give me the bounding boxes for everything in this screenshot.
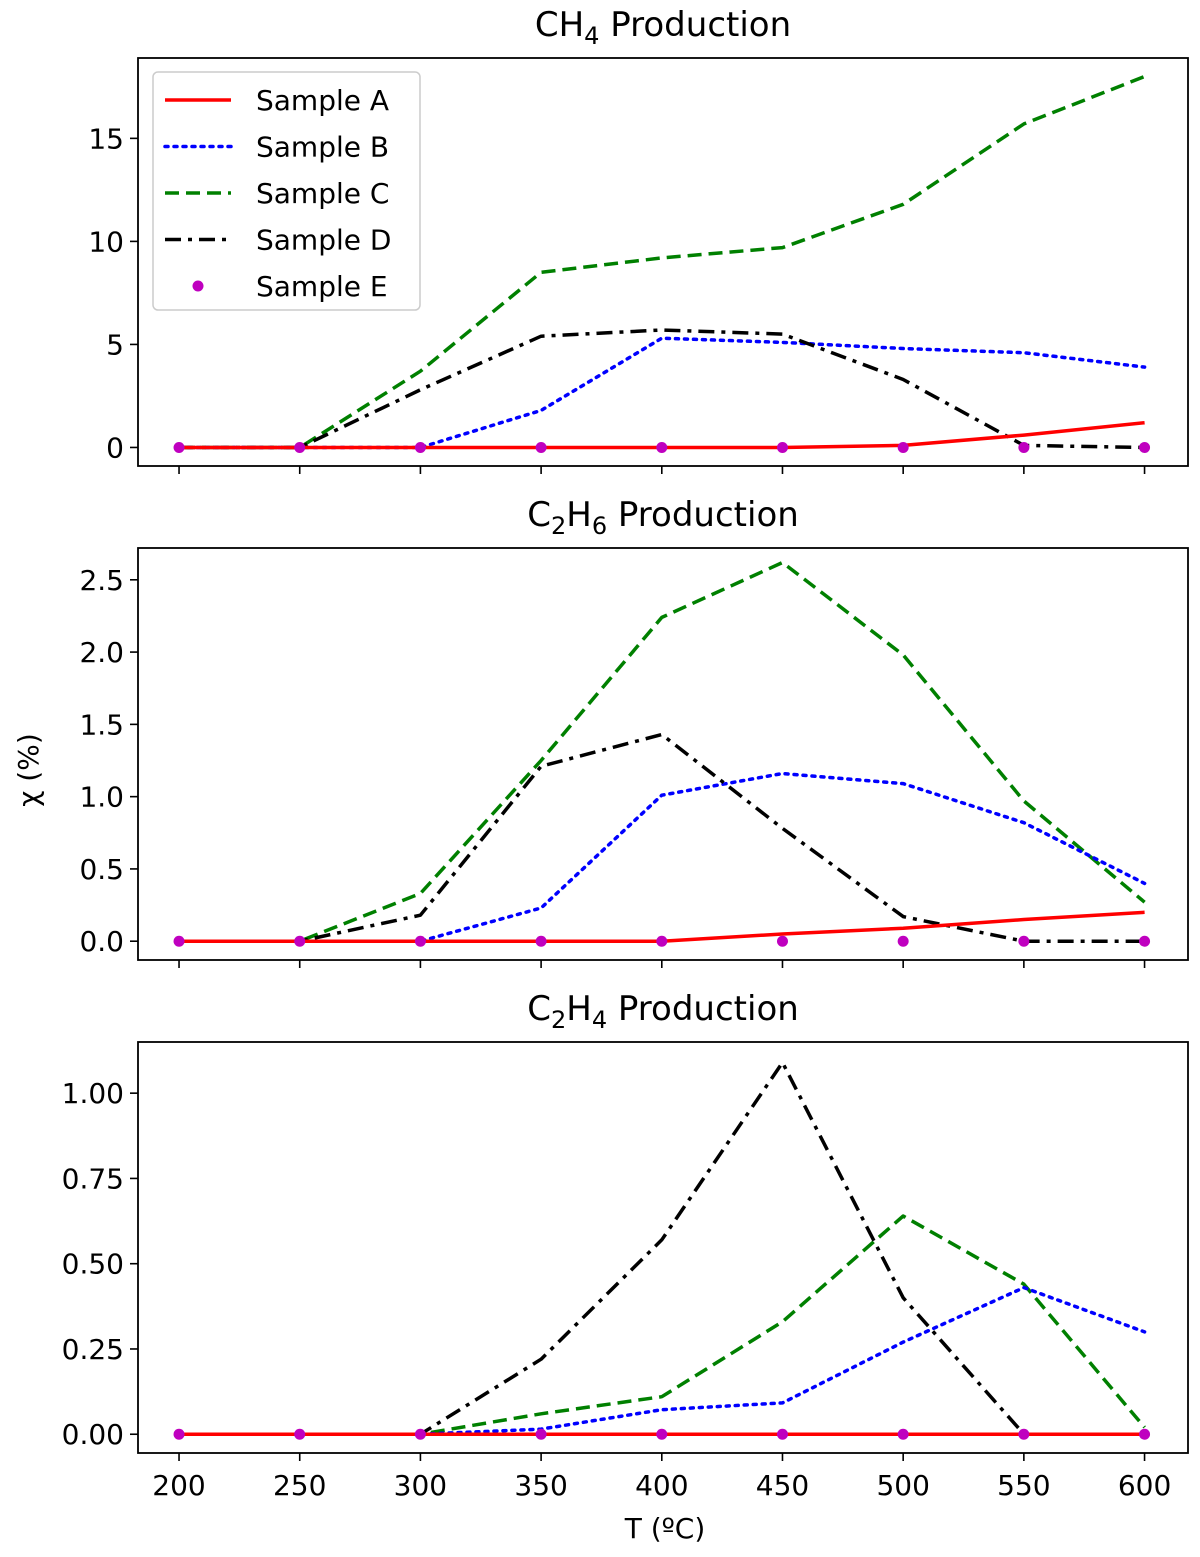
y-axis-label: χ (%) <box>12 733 45 807</box>
panel-title: C2H4 Production <box>527 989 799 1034</box>
series-line-sample-d <box>179 328 1145 450</box>
legend: Sample A Sample B Sample C Sample D Sample E <box>152 71 421 311</box>
y-tick-label: 0.0 <box>79 925 124 958</box>
series-point-sample-e <box>294 441 306 453</box>
series-group <box>173 1060 1151 1440</box>
series-line-sample-c <box>179 74 1146 450</box>
c2h6-production-panel: C2H6 Production 0.0 0.5 1.0 1.5 2.0 2.5 <box>79 495 1189 968</box>
series-point-sample-e <box>656 935 668 947</box>
axes-frame <box>137 57 1189 467</box>
x-tick-label: 300 <box>394 1469 447 1502</box>
legend-label-sample-c: Sample C <box>256 177 389 210</box>
series-line-sample-b <box>177 1285 1147 1436</box>
legend-label-sample-d: Sample D <box>256 224 391 257</box>
c2h4-production-panel: C2H4 Production 0.00 0.25 0.50 0.75 1.00 200 25… <box>62 989 1189 1502</box>
series-point-sample-e <box>897 935 909 947</box>
series-point-sample-e <box>897 441 909 453</box>
axes-frame <box>137 547 1189 961</box>
y-tick-label: 2.0 <box>79 636 124 669</box>
y-tick-label: 0 <box>106 431 124 464</box>
series-point-sample-e <box>173 1428 185 1440</box>
y-tick-label: 0.75 <box>62 1162 124 1195</box>
series-point-sample-e <box>656 1428 668 1440</box>
y-tick-label: 5 <box>106 328 124 361</box>
series-point-sample-e <box>535 1428 547 1440</box>
x-tick-label: 450 <box>756 1469 809 1502</box>
x-axis-label: T (ºC) <box>624 1512 706 1545</box>
y-tick-label: 1.5 <box>79 708 124 741</box>
legend-label-sample-a: Sample A <box>256 84 389 117</box>
x-tick-label: 200 <box>152 1469 205 1502</box>
x-tick-label: 550 <box>997 1469 1050 1502</box>
y-tick-label: 1.00 <box>62 1077 124 1110</box>
y-tick-label: 0.50 <box>62 1248 124 1281</box>
y-tick-label: 15 <box>88 122 124 155</box>
series-point-sample-e <box>776 935 788 947</box>
series-line-sample-b <box>177 771 1147 943</box>
series-line-sample-d <box>179 1060 1145 1436</box>
panel-title: C2H6 Production <box>527 495 799 540</box>
panel-title: CH4 Production <box>535 5 791 50</box>
axes-frame <box>137 1041 1189 1454</box>
series-point-sample-e <box>1139 935 1151 947</box>
series-point-sample-e <box>294 935 306 947</box>
legend-label-sample-e: Sample E <box>256 270 388 303</box>
y-tick-label: 2.5 <box>79 564 124 597</box>
y-tick-label: 1.0 <box>79 781 124 814</box>
x-tick-label: 250 <box>273 1469 326 1502</box>
series-point-sample-e <box>414 1428 426 1440</box>
series-point-sample-e <box>1018 441 1030 453</box>
y-tick-label: 0.25 <box>62 1333 124 1366</box>
series-point-sample-e <box>173 935 185 947</box>
y-tick-label: 0.00 <box>62 1418 124 1451</box>
y-tick-label: 10 <box>88 225 124 258</box>
x-tick-label: 400 <box>635 1469 688 1502</box>
series-group <box>173 560 1151 947</box>
x-tick-label: 600 <box>1118 1469 1171 1502</box>
legend-label-sample-b: Sample B <box>256 131 389 164</box>
series-line-sample-c <box>179 560 1146 943</box>
series-point-sample-e <box>656 441 668 453</box>
series-point-sample-e <box>776 441 788 453</box>
series-point-sample-e <box>897 1428 909 1440</box>
x-tick-label: 350 <box>514 1469 567 1502</box>
series-point-sample-e <box>173 441 185 453</box>
series-point-sample-e <box>1139 441 1151 453</box>
y-tick-label: 0.5 <box>79 853 124 886</box>
series-line-sample-d <box>179 732 1145 943</box>
series-point-sample-e <box>294 1428 306 1440</box>
series-point-sample-e <box>414 935 426 947</box>
x-tick-label: 500 <box>876 1469 929 1502</box>
series-point-sample-e <box>1018 1428 1030 1440</box>
series-point-sample-e <box>776 1428 788 1440</box>
series-line-sample-c <box>179 1214 1146 1436</box>
series-group <box>173 74 1151 453</box>
legend-box <box>152 71 421 311</box>
series-point-sample-e <box>1139 1428 1151 1440</box>
series-point-sample-e <box>414 441 426 453</box>
series-point-sample-e <box>535 441 547 453</box>
series-point-sample-e <box>535 935 547 947</box>
series-point-sample-e <box>1018 935 1030 947</box>
legend-marker-sample-e <box>192 280 204 292</box>
